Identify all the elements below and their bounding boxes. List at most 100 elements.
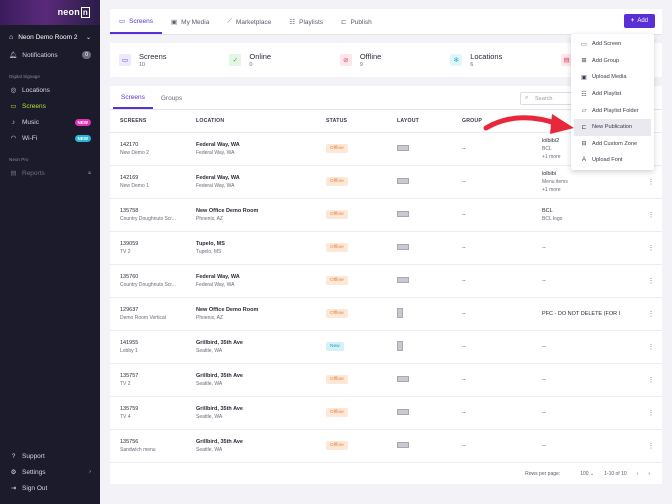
location-city: Tupelo, MS — [196, 248, 222, 255]
notification-count: 0 — [82, 51, 91, 59]
sidebar-item-signout[interactable]: ⇥ Sign Out — [10, 484, 48, 493]
row-menu-icon[interactable]: ⋮ — [630, 429, 662, 463]
wifi-icon: ◠ — [10, 135, 17, 142]
stat-locations[interactable]: ✻ Locations 6 — [441, 52, 551, 68]
sidebar-item-screens[interactable]: ▭ Screens — [10, 102, 46, 111]
menu-item-add-playlist-folder[interactable]: ▱ Add Playlist Folder — [581, 107, 639, 115]
stat-offline[interactable]: ⊘ Offline 9 — [331, 52, 441, 68]
group-cell: -- — [452, 363, 532, 397]
tab-playlists[interactable]: ☷ Playlists — [289, 18, 323, 27]
status-cell: Offline — [316, 165, 387, 199]
table-row[interactable]: 141955 Lobby 1 Grillbird, 35th Ave Seattle… — [110, 330, 662, 364]
sidebar-item-support[interactable]: ? Support — [0, 448, 100, 464]
playlist-name: -- — [542, 277, 546, 284]
location-name: New Office Demo Room — [196, 306, 259, 313]
location-city: Seattle, WA — [196, 413, 223, 420]
main-area: ▭ Screens ▣ My Media ⟋ Marketplace ☷ Playlis… — [100, 0, 672, 504]
table-row[interactable]: 135760 Country Doughnuts Scr... Federal W… — [110, 264, 662, 298]
screen-name: Sandwich menu — [120, 446, 156, 453]
location-cell: Federal Way, WA Federal Way, WA — [186, 264, 316, 298]
tab-publish[interactable]: ⊏ Publish — [341, 18, 372, 27]
column-header[interactable]: LOCATION — [186, 110, 316, 133]
row-menu-icon[interactable]: ⋮ — [630, 297, 662, 331]
table-row[interactable]: 135756 Sandwich menu Grillbird, 35th Ave S… — [110, 429, 662, 463]
row-menu-icon[interactable]: ⋮ — [630, 231, 662, 265]
column-header[interactable]: SCREENS — [110, 110, 186, 133]
stat-other[interactable]: ▤ — [552, 54, 662, 66]
home-icon: ⌂ — [9, 33, 14, 41]
menu-item-add-playlist[interactable]: ☷ Add Playlist — [581, 91, 622, 98]
folder-icon: ▱ — [581, 108, 587, 115]
prev-page-button[interactable]: ‹ — [636, 471, 639, 477]
screen-id: 141955 — [120, 339, 139, 346]
publish-icon: ⊏ — [341, 19, 347, 26]
more-link[interactable]: +1 more — [542, 186, 561, 193]
sidebar-item-wifi[interactable]: ◠ Wi-Fi NEW — [0, 130, 100, 146]
rows-per-page-select[interactable]: 100 ⌄ — [580, 471, 595, 477]
sidebar-item-locations[interactable]: ◎ Locations — [10, 86, 50, 95]
tab-marketplace[interactable]: ⟋ Marketplace — [227, 18, 272, 26]
row-menu-icon[interactable]: ⋮ — [630, 165, 662, 199]
menu-item-upload-font[interactable]: A Upload Font — [581, 157, 623, 164]
location-city: Seattle, WA — [196, 380, 223, 387]
grid-icon: ⊞ — [581, 58, 587, 65]
location-city: Phoenix, AZ — [196, 314, 223, 321]
tab-screens[interactable]: ▭ Screens — [110, 10, 163, 34]
screens-panel: Screens Groups ⌕ Search SCREENS LOCATION… — [110, 86, 662, 484]
stats-bar: ▭ Screens 10 ✓ Online 0 ⊘ Offline 9 ✻ Locat… — [110, 43, 662, 77]
row-menu-icon[interactable]: ⋮ — [630, 396, 662, 430]
table-row[interactable]: 142169 New Demo 1 Federal Way, WA Federal … — [110, 165, 662, 199]
menu-item-add-custom-zone[interactable]: ⊟ Add Custom Zone — [581, 140, 638, 148]
menu-item-new-publication[interactable]: ⊏ New Publication — [574, 118, 651, 136]
new-badge: NEW — [74, 134, 91, 142]
column-header[interactable]: STATUS — [316, 110, 387, 133]
menu-item-add-group[interactable]: ⊞ Add Group — [581, 57, 620, 65]
subtab-screens[interactable]: Screens — [113, 87, 153, 109]
playlist-name: PFC - DO NOT DELETE (FOR I — [542, 310, 621, 317]
tab-my-media[interactable]: ▣ My Media — [171, 18, 210, 27]
screen-id: 142169 — [120, 174, 139, 181]
status-badge: Offline — [326, 441, 348, 450]
next-page-button[interactable]: › — [648, 471, 650, 477]
screen-cell: 135758 Country Doughnuts Scr... — [110, 198, 186, 232]
logo[interactable]: neon n — [57, 7, 90, 18]
table-row[interactable]: 135757 TV 2 Grillbird, 35th Ave Seattle, W… — [110, 363, 662, 397]
stat-online[interactable]: ✓ Online 0 — [220, 52, 330, 68]
table-row[interactable]: 135758 Country Doughnuts Scr... New Offic… — [110, 198, 662, 232]
column-header[interactable]: LAYOUT — [387, 110, 452, 133]
menu-item-upload-media[interactable]: ▣ Upload Media — [581, 74, 627, 81]
layout-cell — [387, 198, 452, 232]
subtab-groups[interactable]: Groups — [160, 94, 183, 102]
layout-icon — [397, 408, 409, 415]
row-menu-icon[interactable]: ⋮ — [630, 198, 662, 232]
screen-name: Lobby 1 — [120, 347, 138, 354]
location-name: New Office Demo Room — [196, 207, 259, 214]
playlist-name: lolbibi2 — [542, 137, 560, 144]
status-cell: Offline — [316, 429, 387, 463]
column-header[interactable]: GROUP — [452, 110, 532, 133]
table-row[interactable]: 129637 Demo Room Vertical New Office Demo… — [110, 297, 662, 331]
location-city: Federal Way, WA — [196, 182, 235, 189]
screen-name: New Demo 2 — [120, 149, 149, 156]
table-row[interactable]: 139059 TV 2 Tupelo, MS Tupelo, MS Offline … — [110, 231, 662, 265]
row-menu-icon[interactable]: ⋮ — [630, 264, 662, 298]
layout-cell — [387, 231, 452, 265]
row-menu-icon[interactable]: ⋮ — [630, 330, 662, 364]
screen-cell: 142170 New Demo 2 — [110, 132, 186, 166]
sidebar-item-settings[interactable]: ⚙ Settings › — [10, 468, 91, 477]
sidebar-item-music[interactable]: ♪ Music NEW — [0, 114, 100, 130]
sidebar-item-reports[interactable]: ▤ Reports 🔒︎ — [10, 169, 91, 178]
account-switcher[interactable]: ⌂ Neon Demo Room 2 ⌄ — [0, 27, 100, 47]
stat-screens[interactable]: ▭ Screens 10 — [110, 52, 220, 68]
online-icon: ✓ — [229, 54, 242, 66]
plus-icon: + — [630, 18, 635, 24]
row-menu-icon[interactable]: ⋮ — [630, 363, 662, 397]
add-button[interactable]: + Add — [623, 14, 655, 28]
playlist-cell: -- — [532, 429, 630, 463]
more-link[interactable]: +1 more — [542, 153, 561, 160]
group-cell: -- — [452, 297, 532, 331]
group-cell: -- — [452, 429, 532, 463]
sidebar-item-notifications[interactable]: 🔔︎ Notifications 0 — [0, 47, 100, 63]
table-row[interactable]: 135759 TV 4 Grillbird, 35th Ave Seattle, W… — [110, 396, 662, 430]
menu-item-add-screen[interactable]: ▭ Add Screen — [581, 41, 622, 48]
